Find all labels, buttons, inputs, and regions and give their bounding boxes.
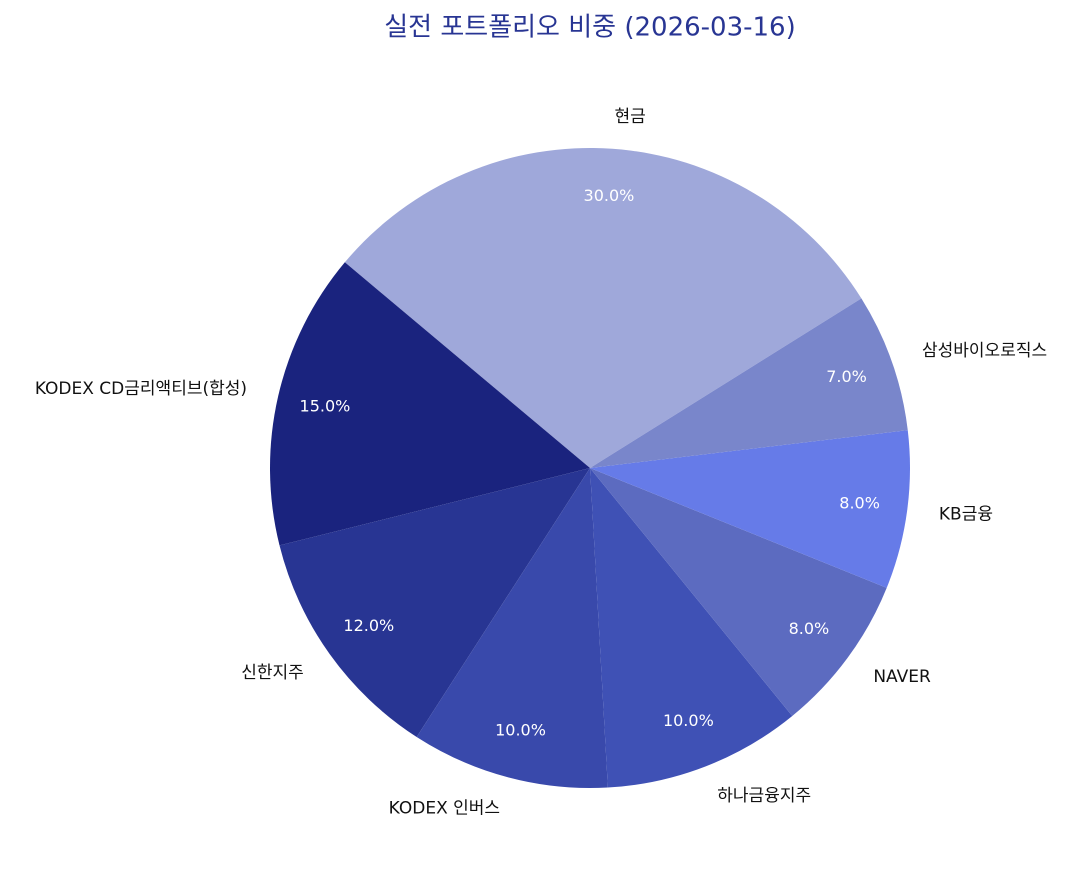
chart-title: 실전 포트폴리오 비중 (2026-03-16) [384, 13, 795, 43]
slice-label: KODEX 인버스 [389, 798, 500, 818]
value-label: 8.0% [839, 493, 880, 512]
slice-label: 삼성바이오로직스 [922, 341, 1047, 361]
pie-slice [590, 430, 911, 588]
pie-slice [590, 468, 793, 788]
slice-label: 하나금융지주 [717, 786, 811, 806]
value-label: 30.0% [584, 186, 635, 205]
slice-label: 신한지주 [241, 663, 304, 683]
pie-slice [270, 262, 590, 546]
slice-label: 현금 [615, 107, 646, 127]
slice-label: KB금융 [939, 505, 993, 525]
pie-slice [590, 468, 887, 716]
value-label: 8.0% [789, 619, 830, 638]
pie-slice [279, 468, 590, 737]
pie-slice [416, 468, 608, 788]
value-label: 10.0% [663, 711, 714, 730]
pie-slice [590, 298, 908, 468]
slice-label: KODEX CD금리액티브(합성) [35, 379, 247, 399]
value-label: 10.0% [495, 720, 546, 739]
pie-slice [344, 148, 862, 468]
slice-label: NAVER [873, 667, 931, 687]
value-label: 12.0% [343, 616, 394, 635]
value-label: 15.0% [300, 396, 351, 415]
value-label: 7.0% [826, 367, 867, 386]
